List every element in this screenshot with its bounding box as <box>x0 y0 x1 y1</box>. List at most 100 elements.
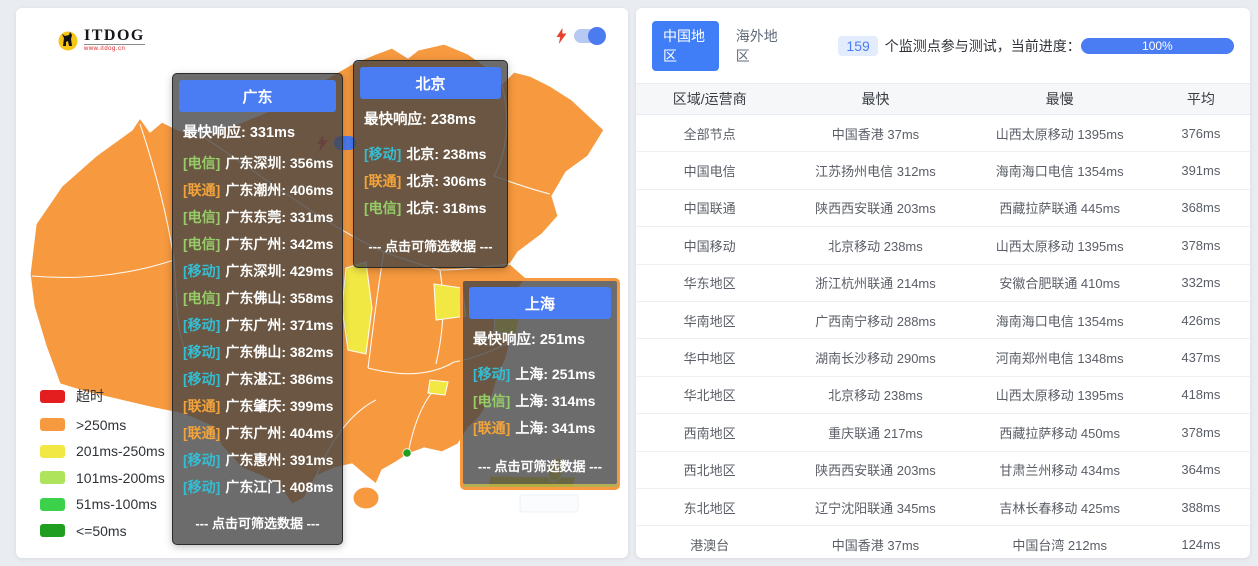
speed-mode-toggle[interactable] <box>574 27 606 45</box>
legend-item: 101ms-200ms <box>40 470 165 486</box>
slowest-cell: 甘肃兰州移动 434ms <box>967 451 1152 489</box>
region-table: 区域/运营商 最快 最慢 平均 全部节点 中国香港 37ms 山西太原移动 1395… <box>636 83 1250 558</box>
fastest-cell: 北京移动 238ms <box>783 226 968 265</box>
legend-swatch-201-250 <box>40 444 65 458</box>
slowest-cell: 西藏拉萨移动 450ms <box>967 413 1152 452</box>
tooltip-row[interactable]: [电信] 广东东莞: 331ms <box>183 208 334 225</box>
average-cell: 124ms <box>1181 537 1221 553</box>
average-cell: 437ms <box>1151 338 1250 377</box>
tooltip-beijing: 北京 最快响应: 238ms [移动] 北京: 238ms [联通] 北京: 306… <box>353 60 508 268</box>
average-cell: 391ms <box>1151 151 1250 190</box>
tooltip-row[interactable]: [电信] 广东广州: 342ms <box>183 235 334 252</box>
table-row: 中国移动 北京移动 238ms 山西太原移动 1395ms 378ms <box>636 226 1250 265</box>
slowest-cell: 安徽合肥联通 410ms <box>967 264 1152 302</box>
tooltip-filter-hint: --- 点击可筛选数据 --- <box>195 516 320 531</box>
hongkong-dot[interactable] <box>402 448 412 458</box>
tab-china-region[interactable]: 中国地区 <box>652 21 719 71</box>
tooltip-row[interactable]: [移动] 北京: 238ms <box>364 145 487 162</box>
tooltip-row[interactable]: [电信] 广东佛山: 358ms <box>183 289 334 306</box>
tooltip-title[interactable]: 上海 <box>469 287 611 319</box>
fastest-cell: 广西南宁移动 288ms <box>783 301 968 340</box>
col-slowest: 最慢 <box>967 83 1152 115</box>
tooltip-row[interactable]: [联通] 广东肇庆: 399ms <box>183 397 334 414</box>
average-cell: 332ms <box>1151 264 1250 302</box>
tooltip-title[interactable]: 广东 <box>179 80 336 112</box>
table-row: 西北地区 陕西西安联通 203ms 甘肃兰州移动 434ms 364ms <box>636 451 1250 489</box>
region-cell: 西南地区 <box>636 413 784 452</box>
legend-swatch-le50 <box>40 524 65 537</box>
region-cell: 中国电信 <box>636 151 784 190</box>
table-row: 西南地区 重庆联通 217ms 西藏拉萨移动 450ms 378ms <box>636 413 1250 452</box>
tooltip-row[interactable]: [联通] 北京: 306ms <box>364 172 487 189</box>
tooltip-row[interactable]: [联通] 上海: 341ms <box>473 419 596 436</box>
tooltip-title[interactable]: 北京 <box>360 67 501 99</box>
slowest-cell: 西藏拉萨联通 445ms <box>967 189 1152 228</box>
fastest-cell: 辽宁沈阳联通 345ms <box>783 488 968 527</box>
table-row: 中国联通 陕西西安联通 203ms 西藏拉萨联通 445ms 368ms <box>636 189 1250 228</box>
tooltip-guangdong: 广东 最快响应: 331ms [电信] 广东深圳: 356ms [联通] 广东潮州:… <box>172 73 343 545</box>
table-row: 华中地区 湖南长沙移动 290ms 河南郑州电信 1348ms 437ms <box>636 338 1250 377</box>
average-cell: 378ms <box>1151 413 1250 452</box>
legend-swatch-101-200 <box>40 471 65 484</box>
logo-title: ITDOG <box>84 27 145 45</box>
region-cell: 中国移动 <box>636 226 784 265</box>
fastest-response: 最快响应: 251ms <box>473 332 586 348</box>
tab-overseas-region[interactable]: 海外地区 <box>735 28 778 64</box>
region-cell: 华中地区 <box>636 338 784 377</box>
progress-bar: 100% <box>1080 38 1235 54</box>
slowest-cell: 河南郑州电信 1348ms <box>967 338 1152 377</box>
col-average: 平均 <box>1151 83 1250 115</box>
region-cell: 华北地区 <box>636 376 784 415</box>
table-row: 全部节点 中国香港 37ms 山西太原移动 1395ms 376ms <box>636 114 1250 153</box>
legend-item: 201ms-250ms <box>40 443 165 459</box>
tooltip-row[interactable]: [移动] 广东惠州: 391ms <box>183 451 334 468</box>
tooltip-row[interactable]: [电信] 北京: 318ms <box>364 199 487 216</box>
legend-swatch-timeout <box>40 389 65 403</box>
tooltip-row[interactable]: [移动] 广东湛江: 386ms <box>183 370 334 387</box>
fastest-cell: 陕西西安联通 203ms <box>783 189 968 228</box>
map-panel: ITDOG www.itdog.cn 超时 >250ms 201ms-250ms… <box>16 8 628 558</box>
fastest-cell: 湖南长沙移动 290ms <box>783 338 968 377</box>
table-row: 中国电信 江苏扬州电信 312ms 海南海口电信 1354ms 391ms <box>636 151 1250 190</box>
tooltip-row[interactable]: [移动] 广东江门: 408ms <box>183 478 334 495</box>
region-cell: 西北地区 <box>636 451 784 489</box>
hainan-island[interactable] <box>352 486 380 510</box>
fastest-cell: 浙江杭州联通 214ms <box>783 264 968 302</box>
tooltip-row[interactable]: [电信] 上海: 314ms <box>473 392 596 409</box>
dog-icon <box>58 31 78 51</box>
legend-item: <=50ms <box>40 523 165 539</box>
south-sea-inset <box>519 494 579 513</box>
tooltip-row[interactable]: [移动] 上海: 251ms <box>473 365 596 382</box>
average-cell: 426ms <box>1151 301 1250 340</box>
tooltip-row[interactable]: [联通] 广东潮州: 406ms <box>183 181 334 198</box>
node-count-badge: 159 <box>838 36 878 56</box>
map-legend: 超时 >250ms 201ms-250ms 101ms-200ms 51ms-1… <box>40 386 165 549</box>
fastest-cell: 中国香港 37ms <box>783 114 968 153</box>
region-cell: 港澳台 <box>690 538 730 554</box>
tooltip-row[interactable]: [移动] 广东广州: 371ms <box>183 316 334 333</box>
average-cell: 364ms <box>1151 451 1250 489</box>
tooltip-row[interactable]: [移动] 广东佛山: 382ms <box>183 343 334 360</box>
tooltip-row[interactable]: [联通] 广东广州: 404ms <box>183 424 334 441</box>
slowest-cell: 中国台湾 212ms <box>1012 538 1107 554</box>
tooltip-filter-hint: --- 点击可筛选数据 --- <box>368 239 493 254</box>
progress-value: 100% <box>1142 39 1173 53</box>
region-cell: 东北地区 <box>636 488 784 527</box>
speed-toggle-group <box>556 27 606 45</box>
fastest-response: 最快响应: 238ms <box>364 112 477 128</box>
slowest-cell: 吉林长春移动 425ms <box>967 488 1152 527</box>
itdog-logo[interactable]: ITDOG www.itdog.cn <box>56 28 145 53</box>
fastest-cell: 陕西西安联通 203ms <box>783 451 968 489</box>
tooltip-row[interactable]: [移动] 广东深圳: 429ms <box>183 262 334 279</box>
table-row: 东北地区 辽宁沈阳联通 345ms 吉林长春移动 425ms 388ms <box>636 488 1250 527</box>
tooltip-row[interactable]: [电信] 广东深圳: 356ms <box>183 154 334 171</box>
col-region: 区域/运营商 <box>636 83 784 115</box>
slowest-cell: 山西太原移动 1395ms <box>967 226 1152 265</box>
table-row: 华南地区 广西南宁移动 288ms 海南海口电信 1354ms 426ms <box>636 301 1250 340</box>
col-fastest: 最快 <box>783 83 968 115</box>
results-header: 中国地区 海外地区 159 个监测点参与测试，当前进度： 100% <box>636 8 1250 83</box>
slowest-cell: 山西太原移动 1395ms <box>967 114 1152 153</box>
results-panel: 中国地区 海外地区 159 个监测点参与测试，当前进度： 100% 区域/运营商… <box>636 8 1250 558</box>
table-header-row: 区域/运营商 最快 最慢 平均 <box>636 83 1250 115</box>
table-row: 港澳台 中国香港 37ms 中国台湾 212ms 124ms <box>636 526 1250 558</box>
